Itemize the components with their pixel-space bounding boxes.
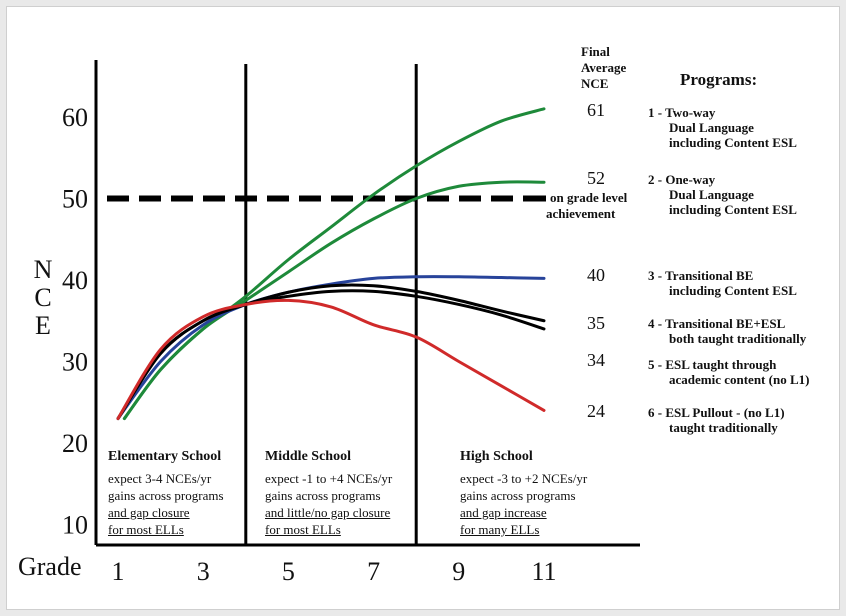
section-middle-title: Middle School <box>265 449 351 464</box>
section-high-title: High School <box>460 449 533 464</box>
x-axis-label: Grade <box>18 552 82 581</box>
program-3-line2: including Content ESL <box>669 283 797 298</box>
final-value-5: 34 <box>587 350 605 370</box>
final-value-4: 35 <box>587 313 605 333</box>
axes <box>94 60 640 547</box>
series-line-program-3 <box>116 275 546 421</box>
reference-label-line2: achievement <box>546 206 616 221</box>
x-tick-label-9: 9 <box>452 557 465 586</box>
program-1-line3: including Content ESL <box>669 135 797 150</box>
program-2-line3: including Content ESL <box>669 202 797 217</box>
final-avg-line2: Average <box>581 60 627 75</box>
y-tick-label-10: 10 <box>62 511 88 540</box>
section-high-line1: expect -3 to +2 NCEs/yr <box>460 471 588 486</box>
section-high: High School expect -3 to +2 NCEs/yr gain… <box>460 448 587 538</box>
program-6-line1: 6 - ESL Pullout - (no L1) <box>648 405 785 420</box>
y-tick-label-40: 40 <box>62 266 88 295</box>
program-4-line2: both taught traditionally <box>669 331 807 346</box>
section-middle-line4: for most ELLs <box>265 522 341 537</box>
program-2: 2 - One-way Dual Language including Cont… <box>648 172 797 217</box>
reference-line-label: on grade level achievement <box>546 190 628 222</box>
final-avg-line3: NCE <box>581 76 609 91</box>
program-3: 3 - Transitional BE including Content ES… <box>648 268 797 298</box>
y-tick-label-60: 60 <box>62 103 88 132</box>
program-5: 5 - ESL taught through academic content … <box>648 357 809 387</box>
y-tick-labels: 10 20 30 40 50 60 <box>62 103 88 540</box>
series-line-program-2 <box>122 180 546 421</box>
section-elementary-line2: gains across programs <box>108 488 224 503</box>
y-tick-label-30: 30 <box>62 348 88 377</box>
final-avg-line1: Final <box>581 44 610 59</box>
program-3-line1: 3 - Transitional BE <box>648 268 754 283</box>
section-middle: Middle School expect -1 to +4 NCEs/yr ga… <box>265 448 392 538</box>
section-elementary: Elementary School expect 3-4 NCEs/yr gai… <box>108 448 224 538</box>
program-1: 1 - Two-way Dual Language including Cont… <box>648 105 797 150</box>
program-1-line2: Dual Language <box>669 120 754 135</box>
y-axis-letter-e: E <box>35 311 51 340</box>
series-line-program-6 <box>116 298 546 421</box>
program-5-line1: 5 - ESL taught through <box>648 357 777 372</box>
final-value-1: 61 <box>587 100 605 120</box>
section-elementary-title: Elementary School <box>108 449 222 464</box>
y-axis-letter-n: N <box>33 255 53 284</box>
y-axis-letter-c: C <box>34 283 52 312</box>
program-4-line1: 4 - Transitional BE+ESL <box>648 316 786 331</box>
x-tick-label-3: 3 <box>197 557 210 586</box>
figure-panel <box>6 6 840 610</box>
section-high-line2: gains across programs <box>460 488 576 503</box>
programs-title: Programs: <box>680 70 758 89</box>
y-axis-label: N C E <box>32 256 54 340</box>
program-5-line2: academic content (no L1) <box>669 372 810 387</box>
y-tick-label-20: 20 <box>62 429 88 458</box>
program-6: 6 - ESL Pullout - (no L1) taught traditi… <box>648 405 785 435</box>
section-elementary-line1: expect 3-4 NCEs/yr <box>108 471 212 486</box>
program-6-line2: taught traditionally <box>669 420 778 435</box>
final-average-header: Final Average NCE <box>581 44 626 92</box>
section-elementary-line3: and gap closure <box>108 505 190 520</box>
x-tick-label-1: 1 <box>112 557 125 586</box>
reference-label-line1: on grade level <box>550 190 628 205</box>
x-tick-label-5: 5 <box>282 557 295 586</box>
section-high-line3: and gap increase <box>460 505 547 520</box>
x-tick-label-11: 11 <box>531 557 556 586</box>
x-tick-label-7: 7 <box>367 557 380 586</box>
program-2-line2: Dual Language <box>669 187 754 202</box>
section-middle-line2: gains across programs <box>265 488 381 503</box>
x-tick-labels: 1 3 5 7 9 11 <box>112 557 557 586</box>
program-1-line1: 1 - Two-way <box>648 105 716 120</box>
section-middle-line1: expect -1 to +4 NCEs/yr <box>265 471 393 486</box>
final-value-3: 40 <box>587 265 605 285</box>
series-line-program-4 <box>116 283 546 421</box>
series-line-program-5 <box>116 289 546 421</box>
program-4: 4 - Transitional BE+ESL both taught trad… <box>648 316 806 346</box>
series-line-program-1 <box>122 107 546 421</box>
y-tick-label-50: 50 <box>62 185 88 214</box>
section-high-line4: for many ELLs <box>460 522 540 537</box>
program-2-line1: 2 - One-way <box>648 172 716 187</box>
section-middle-line3: and little/no gap closure <box>265 505 391 520</box>
final-value-6: 24 <box>587 401 605 421</box>
section-elementary-line4: for most ELLs <box>108 522 184 537</box>
final-value-2: 52 <box>587 168 605 188</box>
series-lines <box>116 107 546 421</box>
